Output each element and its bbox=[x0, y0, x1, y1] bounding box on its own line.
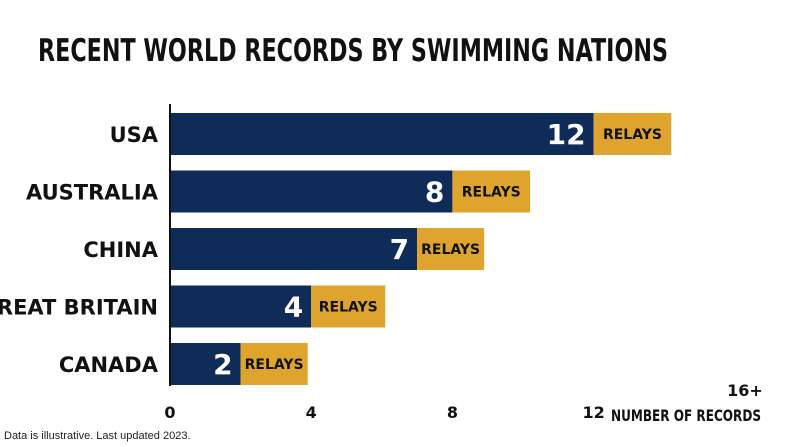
x-axis-ticks: 0 4 8 12 bbox=[164, 403, 604, 422]
relay-label-great-britain: RELAYS bbox=[319, 300, 378, 316]
relay-segment-australia bbox=[452, 170, 531, 213]
relay-label-china: RELAYS bbox=[421, 242, 480, 258]
x-tick-label-8: 8 bbox=[447, 403, 458, 422]
x-tick-label-12: 12 bbox=[582, 403, 604, 422]
bars-group: USA 12 RELAYS AUSTRALIA 8 RELAYS CHINA 7 RELAYS G… bbox=[0, 113, 672, 385]
bar-canada bbox=[170, 343, 241, 385]
bar-australia bbox=[170, 170, 453, 213]
category-label-usa: USA bbox=[110, 123, 159, 147]
relay-label-australia: RELAYS bbox=[462, 185, 521, 201]
bar-usa bbox=[170, 113, 594, 155]
axis-end-label: 16+ bbox=[727, 381, 763, 400]
bar-china bbox=[170, 228, 418, 270]
category-label-great-britain: GREAT BRITAIN bbox=[0, 296, 158, 320]
footnote: Data is illustrative. Last updated 2023. bbox=[4, 430, 191, 442]
relay-segment-great-britain bbox=[311, 285, 386, 328]
relay-segment-usa bbox=[593, 113, 672, 155]
bar-great-britain bbox=[170, 285, 312, 328]
category-label-australia: AUSTRALIA bbox=[26, 181, 159, 205]
category-label-canada: CANADA bbox=[59, 353, 159, 377]
x-tick-label-0: 0 bbox=[164, 403, 175, 422]
bar-value-label-usa: 12 bbox=[547, 118, 586, 151]
bar-value-label-canada: 2 bbox=[213, 348, 232, 381]
relay-segment-china bbox=[417, 228, 485, 270]
bar-value-label-great-britain: 4 bbox=[284, 291, 303, 324]
category-label-china: CHINA bbox=[83, 238, 158, 262]
bar-value-label-australia: 8 bbox=[425, 176, 444, 209]
x-tick-label-4: 4 bbox=[306, 403, 317, 422]
chart-title: RECENT WORLD RECORDS BY SWIMMING NATIONS bbox=[38, 33, 668, 69]
x-axis-title: NUMBER OF RECORDS bbox=[611, 406, 761, 425]
relay-label-canada: RELAYS bbox=[245, 357, 304, 373]
relay-segment-canada bbox=[240, 343, 308, 385]
bar-value-label-china: 7 bbox=[390, 233, 409, 266]
relay-label-usa: RELAYS bbox=[603, 127, 662, 143]
